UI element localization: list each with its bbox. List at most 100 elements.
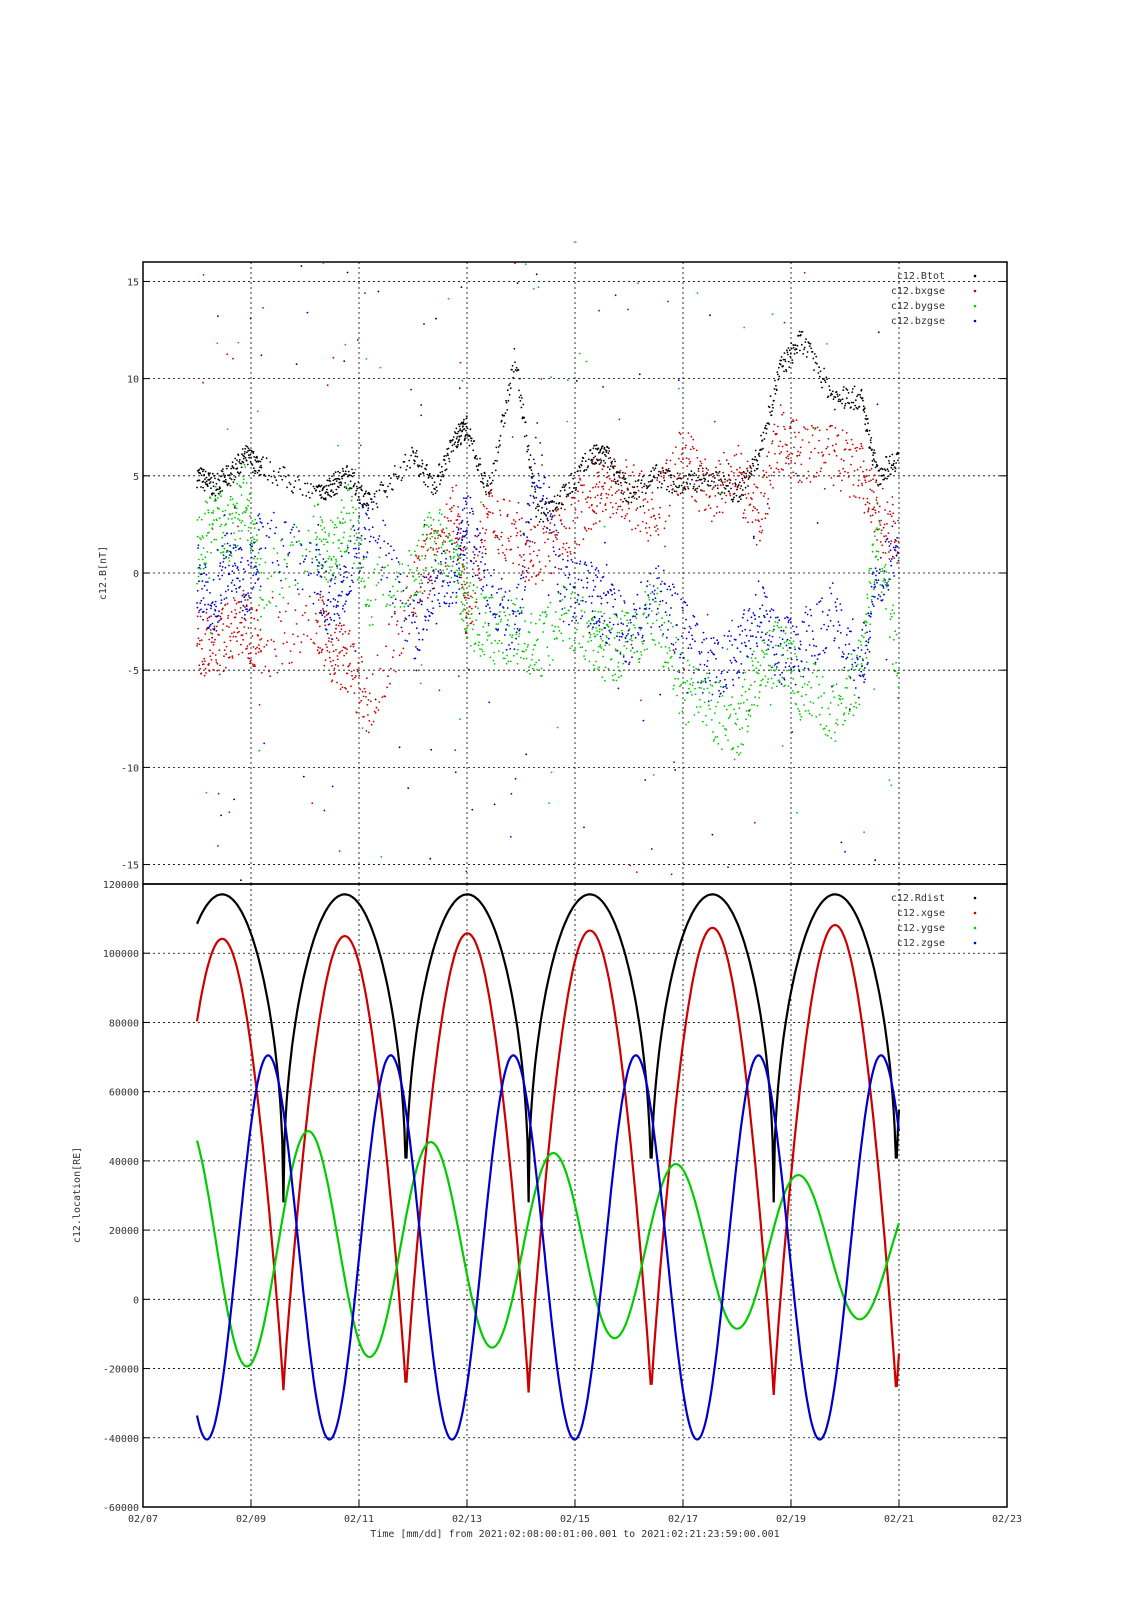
data-point	[719, 685, 722, 688]
data-point	[254, 522, 256, 525]
data-point	[292, 526, 294, 529]
data-point	[568, 487, 571, 489]
data-point	[890, 515, 893, 518]
data-point	[370, 498, 373, 501]
data-point	[875, 499, 878, 501]
data-point	[477, 554, 479, 557]
data-point	[803, 346, 806, 349]
data-point	[256, 578, 259, 581]
data-point	[234, 564, 237, 567]
data-point	[200, 639, 203, 641]
data-point	[653, 514, 656, 517]
data-point	[310, 638, 312, 641]
data-point	[249, 460, 252, 463]
data-point	[758, 530, 761, 533]
data-point	[597, 595, 599, 598]
data-point	[620, 674, 623, 677]
data-point	[751, 704, 753, 706]
data-point	[597, 486, 600, 488]
data-point	[894, 467, 897, 470]
data-point	[586, 466, 589, 469]
data-point	[854, 701, 857, 704]
data-point	[252, 523, 255, 526]
data-point	[792, 346, 795, 349]
data-point	[413, 594, 415, 597]
data-point	[465, 615, 468, 617]
data-point	[321, 648, 324, 651]
data-point	[858, 496, 861, 499]
data-point	[214, 485, 217, 488]
data-point	[254, 647, 257, 650]
data-point	[223, 543, 226, 545]
data-point	[670, 873, 673, 876]
data-point	[704, 679, 707, 682]
data-point	[661, 580, 663, 583]
data-point	[275, 479, 278, 482]
data-point	[258, 563, 261, 566]
data-point	[803, 271, 806, 274]
data-point	[435, 622, 438, 625]
data-point	[604, 482, 606, 484]
data-point	[206, 581, 209, 583]
data-point	[572, 520, 575, 522]
data-point	[752, 535, 755, 538]
data-point	[776, 461, 779, 464]
data-point	[805, 661, 808, 663]
data-point	[556, 508, 559, 511]
data-point	[643, 649, 646, 651]
data-point	[758, 452, 760, 455]
data-point	[332, 650, 335, 653]
data-point	[241, 512, 244, 514]
data-point	[845, 439, 848, 442]
data-point	[542, 520, 545, 523]
data-point	[344, 571, 347, 574]
data-point	[436, 550, 439, 553]
data-point	[407, 787, 410, 789]
data-point	[604, 627, 607, 629]
data-point	[400, 626, 403, 629]
data-point	[484, 563, 487, 565]
data-point	[288, 481, 291, 484]
data-point	[323, 603, 325, 605]
data-point	[525, 541, 528, 543]
data-point	[251, 536, 254, 538]
data-point	[885, 535, 887, 537]
data-point	[869, 582, 872, 585]
data-point	[430, 579, 433, 582]
data-point	[305, 555, 308, 557]
data-point	[808, 681, 810, 683]
data-point	[721, 748, 723, 751]
data-point	[389, 590, 391, 593]
data-point	[890, 784, 893, 787]
data-point	[891, 609, 894, 612]
data-point	[444, 552, 447, 554]
data-point	[486, 599, 489, 602]
data-point	[754, 696, 757, 698]
data-point	[293, 523, 296, 526]
data-point	[422, 568, 425, 571]
data-point	[459, 428, 462, 431]
data-point	[575, 543, 578, 545]
data-point	[530, 469, 533, 471]
data-point	[744, 517, 747, 519]
data-point	[338, 563, 341, 566]
data-point	[883, 577, 885, 580]
data-point	[256, 410, 259, 413]
data-point	[556, 583, 559, 586]
data-point	[672, 649, 675, 652]
data-point	[514, 361, 516, 364]
data-point	[718, 459, 720, 462]
data-point	[307, 574, 310, 577]
data-point	[776, 371, 779, 373]
data-point	[277, 616, 280, 619]
data-point	[401, 630, 404, 633]
data-point	[367, 699, 370, 701]
data-point	[222, 670, 225, 673]
data-point	[751, 509, 754, 512]
data-point	[325, 560, 328, 563]
data-point	[326, 632, 329, 635]
data-point	[280, 620, 282, 623]
data-point	[517, 583, 520, 586]
data-point	[427, 485, 429, 488]
data-point	[325, 610, 328, 613]
